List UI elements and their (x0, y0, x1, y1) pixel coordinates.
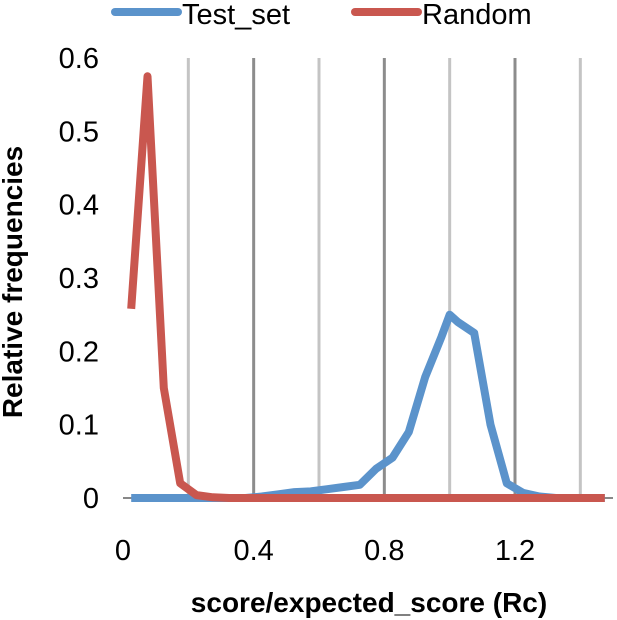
y-tick-label: 0.6 (59, 43, 99, 75)
x-axis-tick-labels: 0 0.4 0.8 1.2 (115, 535, 535, 567)
y-tick-label: 0 (83, 483, 99, 515)
y-tick-label: 0.4 (59, 190, 99, 222)
y-axis-tick-labels: 0 0.1 0.2 0.3 0.4 0.5 0.6 (59, 43, 99, 515)
legend-label-test-set: Test_set (182, 0, 290, 31)
y-tick-label: 0.2 (59, 336, 99, 368)
legend-label-random: Random (422, 0, 532, 31)
x-axis-title: score/expected_score (Rc) (191, 587, 547, 618)
x-tick-label: 0 (115, 535, 131, 567)
x-tick-label: 0.4 (234, 535, 274, 567)
x-tick-label: 0.8 (364, 535, 404, 567)
series-lines (127, 72, 605, 502)
y-tick-label: 0.3 (59, 263, 99, 295)
y-tick-label: 0.1 (59, 410, 99, 442)
vertical-gridlines (186, 58, 582, 498)
y-axis-title: Relative frequencies (0, 146, 28, 418)
x-tick-label: 1.2 (495, 535, 535, 567)
series-line-random (127, 72, 605, 502)
y-tick-label: 0.5 (59, 116, 99, 148)
legend: Test_set Random (111, 0, 532, 31)
series-line-test-set (131, 310, 605, 502)
